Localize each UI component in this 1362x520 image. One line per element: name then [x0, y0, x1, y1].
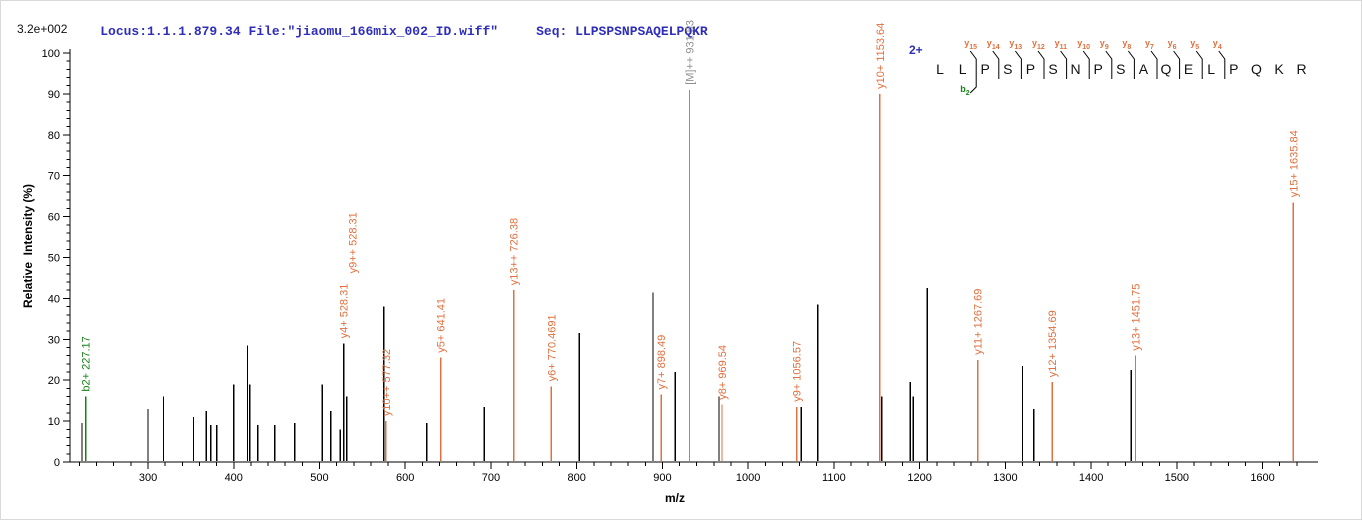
peak-annotation-label: y13++ 726.38	[509, 218, 521, 285]
residue-letter: P	[980, 61, 990, 77]
peak-annotation-label: y9++ 528.31	[348, 212, 360, 273]
fragment-marker-line	[992, 50, 1000, 79]
x-tick-label: 1000	[736, 472, 760, 484]
residue-letter: R	[1296, 61, 1307, 77]
b-ion-label: b2	[960, 84, 970, 97]
x-tick-label: 400	[225, 472, 243, 484]
fragment-marker-line	[1150, 50, 1158, 79]
residue-letter: P	[1229, 61, 1239, 77]
y-tick-label: 10	[48, 416, 60, 428]
peak-annotation-label: y4+ 528.31	[339, 284, 351, 339]
y-tick-label: 80	[48, 130, 60, 142]
x-tick-label: 800	[568, 472, 586, 484]
y-tick-label: 40	[48, 293, 60, 305]
residue-letter: Q	[1160, 61, 1172, 77]
peak-annotation-label: y7+ 898.49	[656, 335, 668, 390]
fragment-marker-line	[969, 79, 977, 94]
peak-annotation-label: y8+ 969.54	[717, 345, 729, 400]
y-ion-label: y5	[1190, 38, 1200, 51]
fragment-marker-line	[969, 50, 977, 79]
peak-annotation-label: y13+ 1451.75	[1130, 284, 1142, 351]
residue-letter: L	[936, 61, 944, 77]
fragment-marker-line	[1082, 50, 1090, 79]
x-tick-label: 300	[139, 472, 157, 484]
fragment-marker-line	[1195, 50, 1203, 79]
peak-annotation-label: y10++ 577.32	[381, 349, 393, 416]
precursor-charge-label: 2+	[909, 43, 923, 57]
y-ion-label: y12	[1032, 38, 1045, 51]
fragment-marker-line	[1015, 50, 1022, 79]
y-ion-label: y14	[986, 38, 1000, 51]
y-ion-label: y15	[964, 38, 977, 51]
y-ion-label: y9	[1099, 38, 1109, 51]
residue-letter: L	[1207, 61, 1216, 77]
fragment-markers	[969, 50, 1226, 94]
y-tick-label: 70	[48, 171, 60, 183]
x-tick-label: 1600	[1250, 472, 1274, 484]
residue-letter: P	[1093, 61, 1103, 77]
residue-letter: E	[1183, 61, 1194, 77]
seq-value: LLPSPSNPSAQELPQKR	[575, 24, 708, 39]
peak-annotation-label: y9+ 1056.57	[792, 341, 804, 402]
fragment-marker-line	[1218, 50, 1226, 79]
y-tick-label: 100	[42, 48, 60, 60]
y-ion-label: y11	[1054, 38, 1068, 51]
x-axis-title: m/z	[664, 491, 685, 505]
y-ion-label: y10	[1077, 38, 1090, 51]
peak-annotation-label: b2+ 227.17	[81, 336, 93, 391]
residue-letter: K	[1274, 61, 1284, 77]
fragment-marker-line	[1127, 50, 1135, 79]
residue-letter: A	[1138, 61, 1149, 77]
peak-annotation-label: y15+ 1635.84	[1288, 130, 1300, 197]
peak-annotation-label: y10+ 1153.64	[875, 23, 887, 89]
x-tick-label: 1400	[1079, 472, 1103, 484]
peak-annotation-label: y12+ 1354.69	[1047, 310, 1059, 377]
peak-annotation-label: y6+ 770.4691	[546, 314, 558, 381]
fragment-marker-line	[1060, 50, 1068, 79]
x-tick-label: 700	[482, 472, 500, 484]
y-ion-label: y6	[1167, 38, 1177, 51]
peak-annotation-label: y5+ 641.41	[436, 298, 448, 353]
residue-letter: N	[1070, 61, 1081, 77]
seq-label: Seq:	[536, 24, 576, 39]
residue-letter: S	[1003, 61, 1013, 77]
x-tick-label: 1100	[822, 472, 846, 484]
y-tick-label: 90	[48, 89, 60, 101]
x-tick-label: 600	[396, 472, 414, 484]
peak-annotation-label: y11+ 1267.69	[973, 289, 985, 355]
residue-letter: P	[1025, 61, 1036, 77]
y-tick-label: 60	[48, 212, 60, 224]
x-tick-label: 1300	[993, 472, 1017, 484]
residue-letter: Q	[1250, 61, 1262, 77]
y-tick-label: 0	[54, 457, 60, 469]
y-tick-label: 50	[48, 253, 60, 265]
spectrum-header: Locus:1.1.1.879.34 File:"jiaomu_166mix_0…	[69, 9, 708, 54]
y-ion-label: y13	[1009, 38, 1023, 51]
residue-letter: S	[1116, 61, 1126, 77]
locus-file-text: Locus:1.1.1.879.34 File:"jiaomu_166mix_0…	[100, 24, 499, 39]
fragment-marker-line	[1037, 50, 1045, 79]
peak-annotation-label: [M]++ 931.53	[684, 20, 696, 85]
fragment-marker-line	[1173, 50, 1181, 79]
y-ion-label: y8	[1122, 38, 1132, 51]
x-tick-label: 1200	[907, 472, 931, 484]
x-tick-label: 900	[653, 472, 671, 484]
y-ion-label: y7	[1145, 38, 1154, 51]
y-tick-label: 20	[48, 375, 60, 387]
y-tick-label: 30	[48, 334, 60, 346]
x-tick-label: 500	[310, 472, 328, 484]
intensity-scale-label: 3.2e+002	[17, 22, 68, 36]
residue-letter: S	[1048, 61, 1058, 77]
residue-letter: L	[958, 61, 967, 77]
x-tick-label: 1500	[1165, 472, 1189, 484]
fragment-marker-line	[1105, 50, 1113, 79]
y-ion-label: y4	[1212, 38, 1222, 51]
